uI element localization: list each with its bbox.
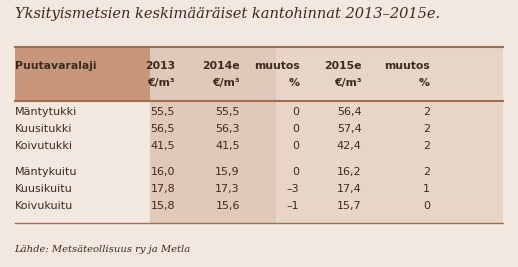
Text: Koivukuitu: Koivukuitu (15, 201, 73, 211)
Text: 42,4: 42,4 (337, 141, 362, 151)
Text: 15,6: 15,6 (215, 201, 240, 211)
Text: –3: –3 (287, 184, 299, 194)
Text: 2015e: 2015e (324, 61, 362, 70)
Text: 16,2: 16,2 (337, 167, 362, 177)
Text: 2013: 2013 (145, 61, 175, 70)
Text: muutos: muutos (384, 61, 430, 70)
Text: 2: 2 (423, 167, 430, 177)
Text: 2: 2 (423, 124, 430, 134)
Text: 0: 0 (292, 141, 299, 151)
Text: –1: –1 (287, 201, 299, 211)
Text: 56,5: 56,5 (151, 124, 175, 134)
Text: 0: 0 (292, 124, 299, 134)
Text: 41,5: 41,5 (150, 141, 175, 151)
Text: Puutavaralaji: Puutavaralaji (15, 61, 96, 70)
Text: %: % (419, 78, 430, 88)
Text: 55,5: 55,5 (215, 107, 240, 117)
Text: 2: 2 (423, 141, 430, 151)
Text: 56,4: 56,4 (337, 107, 362, 117)
Text: 0: 0 (292, 167, 299, 177)
Text: Kuusikuitu: Kuusikuitu (15, 184, 72, 194)
Text: 57,4: 57,4 (337, 124, 362, 134)
Text: €/m³: €/m³ (212, 78, 240, 88)
Text: Lähde: Metsäteollisuus ry ja Metla: Lähde: Metsäteollisuus ry ja Metla (15, 245, 191, 254)
Text: 41,5: 41,5 (215, 141, 240, 151)
Text: 15,7: 15,7 (337, 201, 362, 211)
Text: 15,9: 15,9 (215, 167, 240, 177)
Text: 15,8: 15,8 (150, 201, 175, 211)
Text: €/m³: €/m³ (334, 78, 362, 88)
Text: Mäntykuitu: Mäntykuitu (15, 167, 77, 177)
Text: 55,5: 55,5 (151, 107, 175, 117)
Text: Kuusitukki: Kuusitukki (15, 124, 72, 134)
Text: 17,4: 17,4 (337, 184, 362, 194)
Text: Mäntytukki: Mäntytukki (15, 107, 77, 117)
Text: 1: 1 (423, 184, 430, 194)
Text: 17,8: 17,8 (150, 184, 175, 194)
Text: Yksityismetsien keskimääräiset kantohinnat 2013–2015e.: Yksityismetsien keskimääräiset kantohinn… (15, 7, 440, 21)
Text: 17,3: 17,3 (215, 184, 240, 194)
Text: 56,3: 56,3 (215, 124, 240, 134)
Text: 0: 0 (423, 201, 430, 211)
Text: €/m³: €/m³ (148, 78, 175, 88)
Text: 2014e: 2014e (202, 61, 240, 70)
Text: muutos: muutos (254, 61, 299, 70)
Text: 2: 2 (423, 107, 430, 117)
Text: 0: 0 (292, 107, 299, 117)
Text: %: % (289, 78, 299, 88)
Text: 16,0: 16,0 (151, 167, 175, 177)
Text: Koivutukki: Koivutukki (15, 141, 73, 151)
